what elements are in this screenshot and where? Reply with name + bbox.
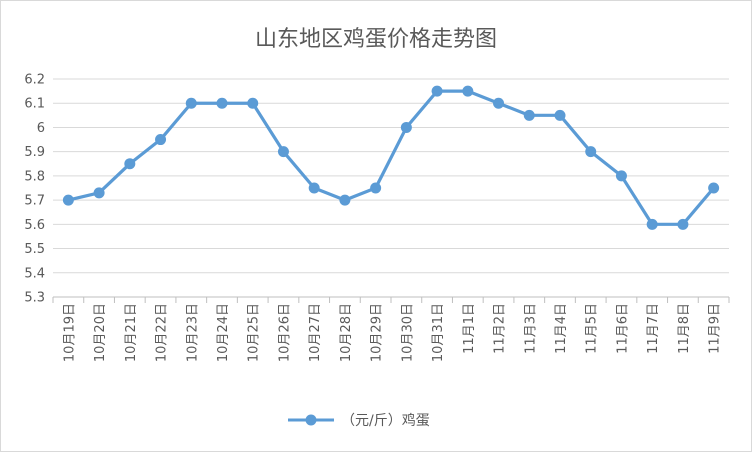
x-tick-label: 11月6日: [615, 303, 630, 354]
legend-label: （元/斤）鸡蛋: [341, 412, 430, 429]
x-tick-label: 10月23日: [185, 303, 200, 362]
data-point: [523, 109, 535, 121]
x-tick-label: 10月26日: [277, 303, 292, 362]
x-tick-label: 11月8日: [677, 303, 692, 354]
gridlines: [53, 78, 729, 298]
data-point: [155, 134, 167, 146]
x-tick-label: 10月24日: [216, 303, 231, 362]
data-point: [493, 97, 505, 109]
y-tick-label: 5.3: [24, 291, 45, 306]
x-tick-label: 11月7日: [646, 303, 661, 354]
legend-point-marker: [305, 414, 317, 426]
data-point: [370, 182, 382, 194]
data-point: [216, 97, 228, 109]
x-tick-label: 10月27日: [308, 303, 323, 362]
x-tick-label: 11月9日: [708, 303, 723, 354]
y-axis: 5.3 5.4 5.5 5.6 5.7 5.8 5.9 6 6.1 6.2: [24, 73, 45, 306]
x-tick-label: 11月5日: [585, 303, 600, 354]
data-point: [185, 97, 197, 109]
x-tick-label: 10月21日: [124, 303, 139, 362]
series: [62, 85, 720, 230]
x-tick-label: 11月4日: [554, 303, 569, 354]
x-tick-label: 10月22日: [155, 303, 170, 362]
y-tick-label: 5.7: [24, 194, 45, 209]
x-tick-label: 10月28日: [339, 303, 354, 362]
y-tick-label: 5.6: [24, 218, 45, 233]
data-point: [339, 194, 351, 206]
x-tick-label: 10月29日: [370, 303, 385, 362]
y-tick-label: 6: [37, 121, 45, 136]
y-tick-label: 5.4: [24, 266, 45, 281]
x-tick-label: 10月31日: [431, 303, 446, 362]
data-point: [247, 97, 259, 109]
x-tick-label: 10月30日: [400, 303, 415, 362]
data-point: [124, 158, 136, 170]
data-point: [400, 121, 412, 133]
x-tick-label: 11月2日: [493, 303, 508, 354]
x-tick-label: 10月20日: [93, 303, 108, 362]
chart-title: 山东地区鸡蛋价格走势图: [255, 27, 497, 52]
data-point: [615, 170, 627, 182]
x-tick-label: 10月19日: [62, 303, 77, 362]
data-point: [308, 182, 320, 194]
y-tick-label: 5.9: [24, 145, 45, 160]
data-point: [554, 109, 566, 121]
data-point: [62, 194, 74, 206]
x-tick-label: 11月3日: [523, 303, 538, 354]
data-point: [585, 146, 597, 158]
y-tick-label: 6.2: [24, 73, 45, 88]
data-point: [646, 218, 658, 230]
series-line: [66, 89, 716, 226]
data-point: [708, 182, 720, 194]
y-tick-label: 6.1: [24, 97, 45, 112]
data-point: [677, 218, 689, 230]
data-point: [431, 85, 443, 97]
data-point: [462, 85, 474, 97]
x-tick-label: 11月1日: [462, 303, 477, 354]
y-tick-label: 5.5: [24, 242, 45, 257]
y-tick-label: 5.8: [24, 169, 45, 184]
legend: （元/斤）鸡蛋: [288, 412, 430, 429]
data-point: [93, 187, 105, 199]
x-axis: 10月19日 10月20日 10月21日 10月22日 10月23日 10月24日 10月2…: [52, 297, 730, 362]
data-point: [277, 146, 289, 158]
x-tick-label: 10月25日: [247, 303, 262, 362]
